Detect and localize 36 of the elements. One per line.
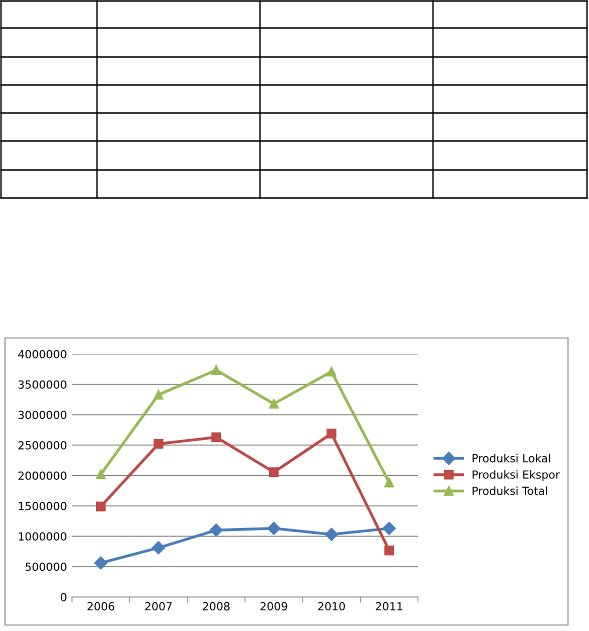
point xyxy=(382,522,396,535)
point xyxy=(384,478,394,488)
point xyxy=(267,522,280,535)
x-tick-label: 2009 xyxy=(260,602,288,610)
legend-label: Produksi Lokal xyxy=(472,454,550,462)
point xyxy=(210,524,223,537)
point xyxy=(324,528,338,542)
y-tick-label: 500000 xyxy=(26,562,66,572)
legend-label: Produksi Ekspor xyxy=(472,470,560,481)
point xyxy=(384,546,394,556)
point xyxy=(211,365,222,375)
point xyxy=(268,467,279,478)
y-tick-label: 1000000 xyxy=(18,532,66,541)
y-tick-label: 3500000 xyxy=(18,380,66,389)
legend-label: Produksi Total xyxy=(472,486,548,496)
y-tick-label: 4000000 xyxy=(18,350,66,358)
point xyxy=(326,428,336,438)
y-tick-label: 2000000 xyxy=(18,471,66,480)
x-tick-label: 2007 xyxy=(145,602,172,610)
y-tick-label: 3000000 xyxy=(18,410,66,420)
x-tick-label: 2010 xyxy=(318,602,345,610)
x-tick-label: 2006 xyxy=(88,602,114,610)
point xyxy=(211,432,222,442)
y-tick-label: 0 xyxy=(60,592,66,602)
y-tick-label: 2500000 xyxy=(18,441,66,450)
point xyxy=(152,541,166,554)
x-tick-label: 2011 xyxy=(376,602,402,610)
point xyxy=(96,469,106,480)
y-tick-label: 1500000 xyxy=(18,502,66,510)
point xyxy=(154,390,164,400)
point xyxy=(268,398,279,409)
point xyxy=(326,366,336,376)
point xyxy=(154,439,164,449)
point xyxy=(94,556,108,570)
x-tick-label: 2008 xyxy=(202,602,230,610)
point xyxy=(96,502,106,512)
